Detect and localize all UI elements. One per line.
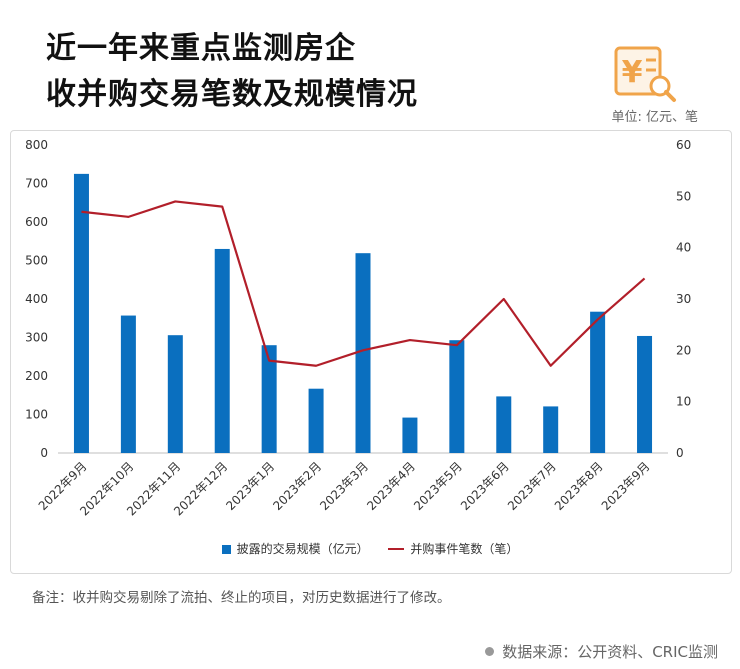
unit-label: 单位: 亿元、笔 [611, 110, 698, 125]
right-axis-tick-label: 40 [676, 241, 691, 255]
data-source-text: 数据来源：公开资料、CRIC监测 [502, 643, 718, 661]
bar [355, 253, 371, 453]
bar [637, 335, 653, 453]
title-line-1: 近一年来重点监测房企 [46, 31, 356, 66]
x-axis-tick-label: 2023年7月 [505, 459, 559, 513]
legend-item-bar: 披露的交易规模（亿元） [221, 540, 369, 557]
yen-document-magnifier-icon: ¥ [614, 46, 676, 102]
right-axis-tick-label: 30 [676, 292, 691, 306]
svg-text:¥: ¥ [622, 55, 643, 90]
line-series-count [81, 200, 646, 367]
source-dot-icon [485, 647, 495, 656]
legend-item-line: 并购事件笔数（笔） [388, 540, 518, 557]
x-axis-tick-label: 2023年5月 [411, 459, 465, 513]
x-axis-tick-label: 2023年4月 [364, 459, 418, 513]
right-axis-tick-label: 60 [676, 138, 691, 152]
left-axis-tick-label: 500 [25, 254, 48, 268]
left-axis-tick-label: 400 [25, 292, 48, 306]
chart-plot: 0 100 200 300 400 500 600 700 800 0 10 20 30 40 50 60 20… [25, 138, 691, 518]
bar [496, 396, 512, 453]
left-axis-tick-label: 100 [25, 408, 48, 422]
bar [449, 340, 465, 453]
x-axis-tick-label: 2023年6月 [458, 459, 512, 513]
right-axis-tick-label: 50 [676, 189, 691, 203]
x-axis-tick-label: 2023年9月 [599, 459, 653, 513]
right-axis-tick-label: 10 [676, 395, 691, 409]
bar [308, 388, 324, 453]
footnote: 备注：收并购交易剔除了流拍、终止的项目，对历史数据进行了修改。 [32, 590, 451, 606]
legend-bar-swatch [221, 545, 231, 554]
left-axis-tick-label: 800 [25, 138, 48, 152]
bar [73, 173, 89, 453]
left-axis-tick-label: 200 [25, 369, 48, 383]
chart-title: 近一年来重点监测房企 收并购交易笔数及规模情况 [46, 26, 418, 118]
bar [167, 335, 183, 453]
x-axis-tick-label: 2023年8月 [552, 459, 606, 513]
left-axis-tick-label: 300 [25, 331, 48, 345]
legend-line-label: 并购事件笔数（笔） [410, 542, 519, 556]
bar [543, 406, 559, 453]
left-axis-tick-label: 600 [25, 215, 48, 229]
bar [261, 345, 277, 453]
right-axis-tick-label: 0 [676, 446, 684, 460]
bar [120, 315, 136, 453]
left-axis-tick-label: 700 [25, 177, 48, 191]
x-axis-tick-label: 2023年2月 [270, 459, 324, 513]
x-axis-tick-label: 2023年1月 [223, 459, 277, 513]
legend-line-swatch [388, 548, 405, 550]
x-axis-tick-label: 2023年3月 [317, 459, 371, 513]
title-line-2: 收并购交易笔数及规模情况 [46, 77, 418, 112]
bar [590, 311, 606, 453]
bar [214, 248, 230, 453]
data-source: 数据来源：公开资料、CRIC监测 [485, 641, 718, 662]
bar [402, 417, 418, 453]
left-axis-tick-label: 0 [40, 446, 48, 460]
right-axis-tick-label: 20 [676, 343, 691, 357]
legend: 披露的交易规模（亿元） 并购事件笔数（笔） [0, 540, 740, 557]
legend-bar-label: 披露的交易规模（亿元） [236, 542, 369, 556]
